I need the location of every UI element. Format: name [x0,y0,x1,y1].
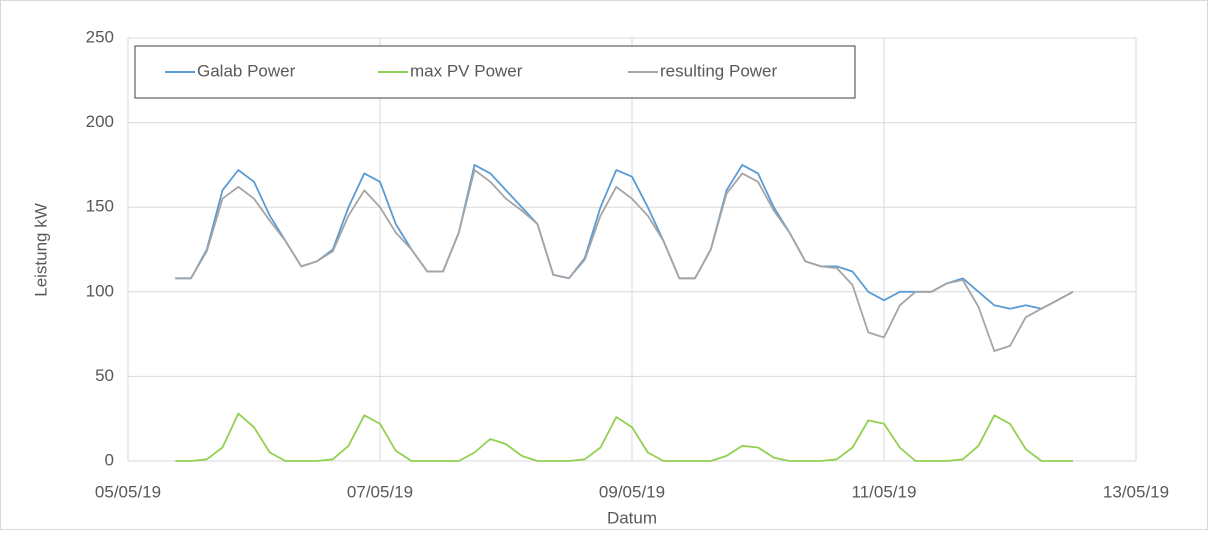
y-tick-label: 250 [86,27,114,46]
x-tick-label: 11/05/19 [852,482,917,501]
series-line [175,169,1074,352]
x-axis-label: Datum [607,508,657,527]
y-tick-label: 100 [86,281,114,300]
series-line [175,412,1073,462]
x-tick-label: 07/05/19 [347,482,413,501]
y-tick-label: 50 [95,366,114,385]
x-tick-label: 09/05/19 [599,482,665,501]
y-tick-label: 150 [86,197,114,216]
legend-label: resulting Power [660,61,778,80]
legend-label: Galab Power [197,61,296,80]
legend-box [134,45,856,99]
y-axis-label: Leistung kW [31,203,50,297]
x-tick-label: 05/05/19 [95,482,161,501]
x-tick-label: 13/05/19 [1103,482,1169,501]
y-tick-label: 0 [105,450,114,469]
y-tick-label: 200 [86,112,114,131]
legend-label: max PV Power [410,61,523,80]
